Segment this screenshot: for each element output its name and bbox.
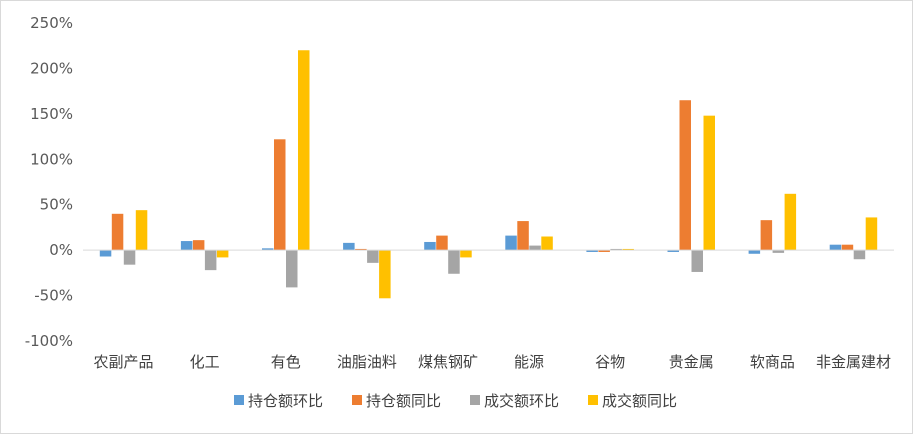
bar-2-6 [517,221,529,251]
y-tick-label: 150% [30,105,73,123]
x-category-label: 非金属建材 [816,353,891,371]
y-tick-label: 200% [30,59,73,77]
x-category-label: 化工 [190,353,220,371]
bar-2-9 [760,220,773,251]
legend-swatch-2 [352,395,362,405]
y-tick-label: 100% [30,150,73,168]
bar-3-7 [610,248,622,251]
bar-4-2 [216,250,229,258]
x-category-label: 能源 [514,353,544,371]
bar-2-4 [355,248,367,251]
bar-4-6 [541,236,553,251]
x-category-label: 软商品 [750,353,795,371]
bar-1-7 [586,250,598,252]
bar-4-8 [703,115,715,251]
legend-label-1: 持仓额环比 [248,392,323,410]
legend-label-2: 持仓额同比 [366,392,441,410]
y-tick-label: -100% [25,332,73,350]
bar-3-1 [123,250,136,265]
bar-3-3 [286,250,298,288]
bar-4-7 [622,248,634,251]
bar-4-9 [784,193,797,251]
bar-2-2 [192,240,205,251]
legend-swatch-4 [588,395,598,405]
bars [99,50,878,299]
bar-1-1 [99,250,112,257]
bar-1-3 [262,248,274,251]
legend-swatch-1 [234,395,244,405]
bar-2-8 [679,100,691,251]
bar-2-5 [436,235,448,251]
bar-1-10 [829,244,842,251]
bar-4-3 [298,50,310,251]
bar-3-4 [367,250,379,263]
bar-1-9 [748,250,761,254]
legend-swatch-3 [470,395,480,405]
bar-1-6 [505,235,517,251]
bar-4-1 [135,210,148,251]
y-tick-label: -50% [34,287,73,305]
x-category-label: 农副产品 [94,353,154,371]
bar-3-2 [204,250,217,271]
x-category-label: 谷物 [595,353,625,371]
legend: 持仓额环比 持仓额同比 成交额环比 成交额同比 [234,392,677,410]
bar-1-5 [424,241,436,251]
bar-2-10 [841,244,854,251]
x-axis: 农副产品 化工 有色 油脂油料 煤焦钢矿 能源 谷物 贵金属 软商品 非金属建材 [94,353,891,371]
x-category-label: 油脂油料 [337,353,397,371]
bar-2-7 [598,250,610,252]
y-tick-label: 0% [49,241,73,259]
y-tick-label: 250% [30,14,73,32]
bar-2-3 [274,139,286,251]
bar-3-5 [448,250,460,274]
bar-3-9 [772,250,785,253]
y-axis: -100% -50% 0% 50% 100% 150% 200% 250% [25,14,73,350]
x-category-label: 煤焦钢矿 [418,353,478,371]
bar-3-6 [529,245,541,251]
bar-4-10 [865,217,878,251]
legend-label-4: 成交额同比 [602,392,677,410]
x-category-label: 有色 [271,353,301,371]
bar-4-4 [379,250,391,299]
bar-2-1 [111,213,124,251]
bar-1-2 [180,241,193,251]
bar-3-10 [853,250,866,260]
bar-4-5 [460,250,472,258]
x-category-label: 贵金属 [669,353,714,371]
bar-3-8 [691,250,703,272]
legend-label-3: 成交额环比 [484,392,559,410]
y-tick-label: 50% [40,196,73,214]
bar-1-4 [343,242,355,251]
bar-1-8 [667,250,679,252]
